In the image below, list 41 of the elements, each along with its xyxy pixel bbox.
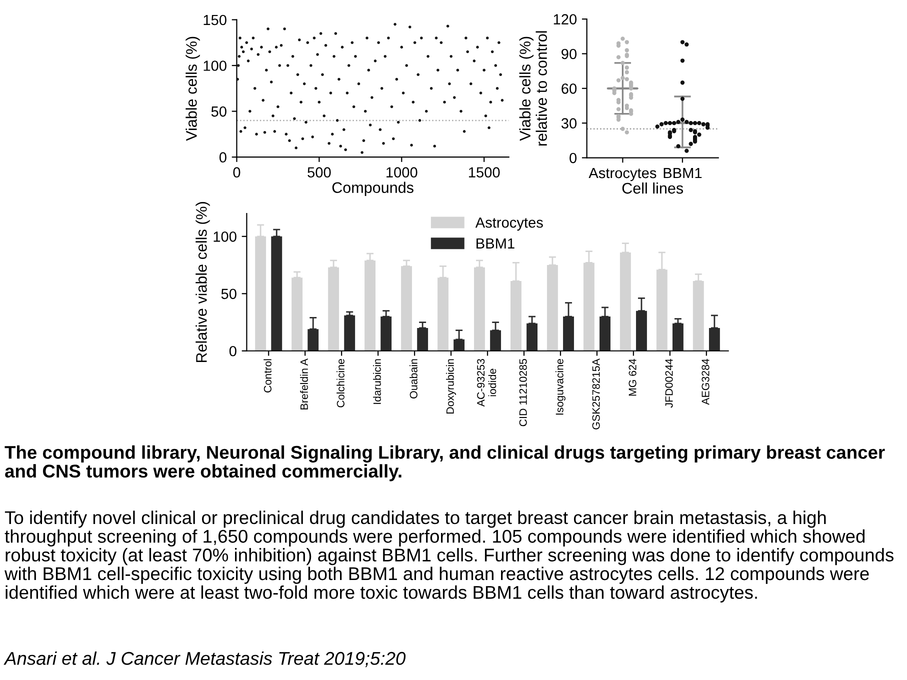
x-tick-label: 500	[308, 167, 331, 178]
y-tick-label: 120	[554, 14, 577, 24]
x-tick-label: GSK2578215A	[592, 358, 600, 430]
y-tick-label: 0	[570, 152, 577, 164]
x-tick-label: 1500	[468, 167, 500, 178]
y-tick-label: 90	[562, 48, 577, 60]
y-tick-label: 0	[219, 152, 226, 163]
x-tick-label: BBM1	[664, 168, 702, 178]
x-tick-label: Brefeldin A	[300, 358, 308, 410]
text: relative to control	[536, 31, 547, 146]
x-tick-label: Colchicine	[336, 358, 344, 408]
x-tick-label: CID 11210285	[519, 358, 527, 426]
text: To identify novel clinical or preclinical drug candidates to target breast cancer brain metastasis, a high throughput screening of 1,650 compounds were performed. 105 compounds were identified which showed robust toxicity (at least 70% inhibition) against BBM1 cells. Further screening was done to identify compounds with BBM1 cell-specific toxicity using both BBM1 and human reactive astrocytes cells. 12 compounds were identified which were at least two-fold more toxic towards BBM1 cells than toward astrocytes.	[4, 510, 894, 603]
x-tick-label: Isoguvacine	[556, 358, 566, 415]
x-axis-title: Cell lines	[622, 182, 684, 194]
y-tick-label: 100	[204, 60, 226, 71]
text: Viable cells (%)	[186, 36, 200, 141]
x-tick-label: JFD00244	[665, 358, 673, 408]
x-tick-label: Astrocytes	[588, 168, 656, 182]
legend-label: Astrocytes	[475, 218, 543, 231]
y-tick-label: 0	[229, 346, 236, 356]
text: Ansari et al. J Cancer Metastasis Treat 2019;5:20	[4, 651, 406, 668]
y-tick-label: 60	[562, 84, 577, 94]
x-tick-label: AC-93253 iodide	[477, 358, 496, 407]
legend-label: BBM1	[476, 238, 514, 248]
y-axis-title: Viable cells (%)	[519, 36, 534, 141]
y-tick-label: 150	[204, 14, 226, 26]
x-tick-label: Doxyrubicin	[446, 359, 456, 414]
x-tick-label: Ouabain	[410, 359, 418, 398]
x-tick-label: MG 624	[628, 358, 636, 396]
y-tick-label: 50	[221, 288, 236, 300]
x-tick-label: Idarubicin	[373, 359, 381, 404]
y-axis-title: Relative viable cells (%)	[196, 202, 210, 362]
y-tick-label: 50	[211, 106, 226, 117]
text: The compound library, Neuronal Signaling Library, and clinical drugs targeting primary breast cancer and CNS tumors were obtained commercially.	[4, 445, 885, 482]
y-tick-label: 30	[561, 118, 577, 129]
x-axis-title: Compounds	[332, 182, 414, 196]
x-tick-label: 1000	[386, 167, 418, 178]
x-tick-label: AEG3284	[702, 358, 710, 405]
y-tick-label: 100	[214, 232, 236, 242]
x-tick-label: Control	[264, 359, 272, 392]
